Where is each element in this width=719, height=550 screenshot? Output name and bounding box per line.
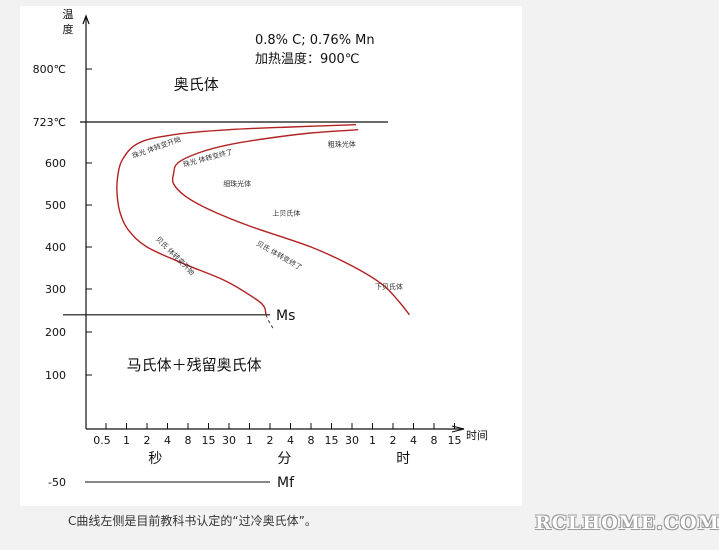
y-tick-label: 500 [45, 199, 66, 212]
region-label: 奥氏体 [174, 76, 219, 94]
x-unit-label: 时 [396, 451, 410, 467]
x-axis-label: 时间 [466, 429, 488, 442]
y-axis-arrow [82, 14, 90, 25]
y-tick-label: 200 [45, 326, 66, 339]
y-tick-label: 300 [45, 283, 66, 296]
chart-panel: 温度时间 800℃ 723℃ 600 500 400 300 200 100 -50 0.5 1 2 4 8… [20, 6, 522, 506]
chart-info-line: 加热温度：900℃ [255, 51, 359, 67]
x-tick-label: 4 [410, 434, 417, 447]
mf-label: Mf [277, 475, 295, 491]
x-tick-label: 1 [369, 434, 376, 447]
x-unit-label: 秒 [148, 451, 162, 467]
x-tick-label: 1 [123, 434, 130, 447]
x-tick-label: 30 [222, 434, 236, 447]
x-tick-label: 2 [144, 434, 151, 447]
y-tick-label: -50 [48, 476, 66, 489]
site-watermark: RCLHOME.COM [535, 512, 719, 534]
y-tick-label: 800℃ [33, 63, 66, 76]
figure-caption: C曲线左侧是目前教科书认定的“过冷奥氏体”。 [68, 514, 317, 528]
x-tick-label: 2 [390, 434, 397, 447]
curve-annotation: 贝氏 体转变开始 [154, 234, 197, 277]
region-label: 马氏体＋残留奥氏体 [127, 356, 262, 374]
y-tick-label: 100 [45, 369, 66, 382]
series-transformation-end [171, 129, 410, 316]
series-transformation-start [116, 124, 357, 315]
y-tick-label: 400 [45, 241, 66, 254]
x-unit-label: 分 [277, 451, 291, 467]
y-axis-label-char: 温 [63, 8, 74, 21]
x-tick-label: 15 [325, 434, 339, 447]
x-axis-arrow [451, 425, 465, 433]
y-tick-label: 723℃ [33, 116, 66, 129]
chart-info-line: 0.8% C; 0.76% Mn [255, 33, 375, 48]
y-tick-label: 600 [45, 157, 66, 170]
curve-annotation: 下贝氏体 [375, 282, 403, 291]
x-tick-label: 1 [246, 434, 253, 447]
x-tick-label: 4 [164, 434, 171, 447]
x-tick-label: 8 [431, 434, 438, 447]
x-tick-label: 15 [202, 434, 216, 447]
curve-annotation: 上贝氏体 [272, 209, 300, 218]
x-tick-label: 8 [185, 434, 192, 447]
series-transformation-start-below-Ms [265, 314, 275, 331]
x-tick-label: 15 [448, 434, 462, 447]
curve-annotation: 贝氏 体转变终了 [255, 239, 304, 272]
curve-annotation: 粗珠光体 [328, 139, 356, 148]
x-tick-label: 2 [267, 434, 274, 447]
ms-label: Ms [276, 308, 295, 324]
y-axis-label-char: 度 [63, 22, 74, 36]
x-tick-label: 8 [308, 434, 315, 447]
x-tick-label: 4 [287, 434, 294, 447]
x-tick-label: 30 [345, 434, 359, 447]
curve-annotation: 细珠光体 [223, 179, 251, 188]
x-tick-label: 0.5 [93, 434, 111, 447]
